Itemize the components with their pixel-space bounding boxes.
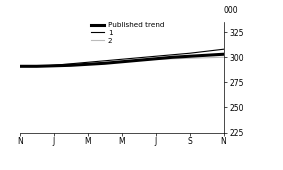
2 xyxy=(154,58,157,60)
1 xyxy=(86,61,89,63)
Published trend xyxy=(154,58,157,60)
2 xyxy=(69,64,72,66)
2 xyxy=(103,62,106,64)
Published trend xyxy=(222,53,225,55)
Published trend xyxy=(86,63,89,65)
Published trend xyxy=(120,61,123,63)
1 xyxy=(188,52,191,54)
Published trend xyxy=(205,54,208,56)
Published trend xyxy=(18,65,22,67)
2 xyxy=(222,56,225,58)
Published trend xyxy=(171,56,174,58)
1 xyxy=(222,48,225,50)
2 xyxy=(18,65,22,67)
2 xyxy=(205,57,208,59)
1 xyxy=(52,64,55,66)
Published trend xyxy=(103,62,106,64)
Line: 2: 2 xyxy=(20,57,224,66)
2 xyxy=(120,61,123,63)
Published trend xyxy=(188,55,191,57)
1 xyxy=(69,63,72,65)
2 xyxy=(86,63,89,65)
Line: Published trend: Published trend xyxy=(20,54,224,66)
1 xyxy=(120,58,123,60)
2 xyxy=(171,58,174,60)
1 xyxy=(171,54,174,56)
Published trend xyxy=(52,65,55,67)
1 xyxy=(35,65,38,67)
2 xyxy=(137,59,140,61)
1 xyxy=(103,60,106,62)
2 xyxy=(188,57,191,59)
2 xyxy=(52,65,55,67)
Published trend xyxy=(35,65,38,67)
1 xyxy=(205,50,208,52)
Published trend xyxy=(137,59,140,61)
2 xyxy=(35,65,38,67)
Text: 000: 000 xyxy=(224,6,238,15)
Line: 1: 1 xyxy=(20,49,224,66)
Legend: Published trend, 1, 2: Published trend, 1, 2 xyxy=(91,22,164,44)
Published trend xyxy=(69,64,72,66)
1 xyxy=(154,55,157,57)
1 xyxy=(137,57,140,59)
1 xyxy=(18,65,22,67)
